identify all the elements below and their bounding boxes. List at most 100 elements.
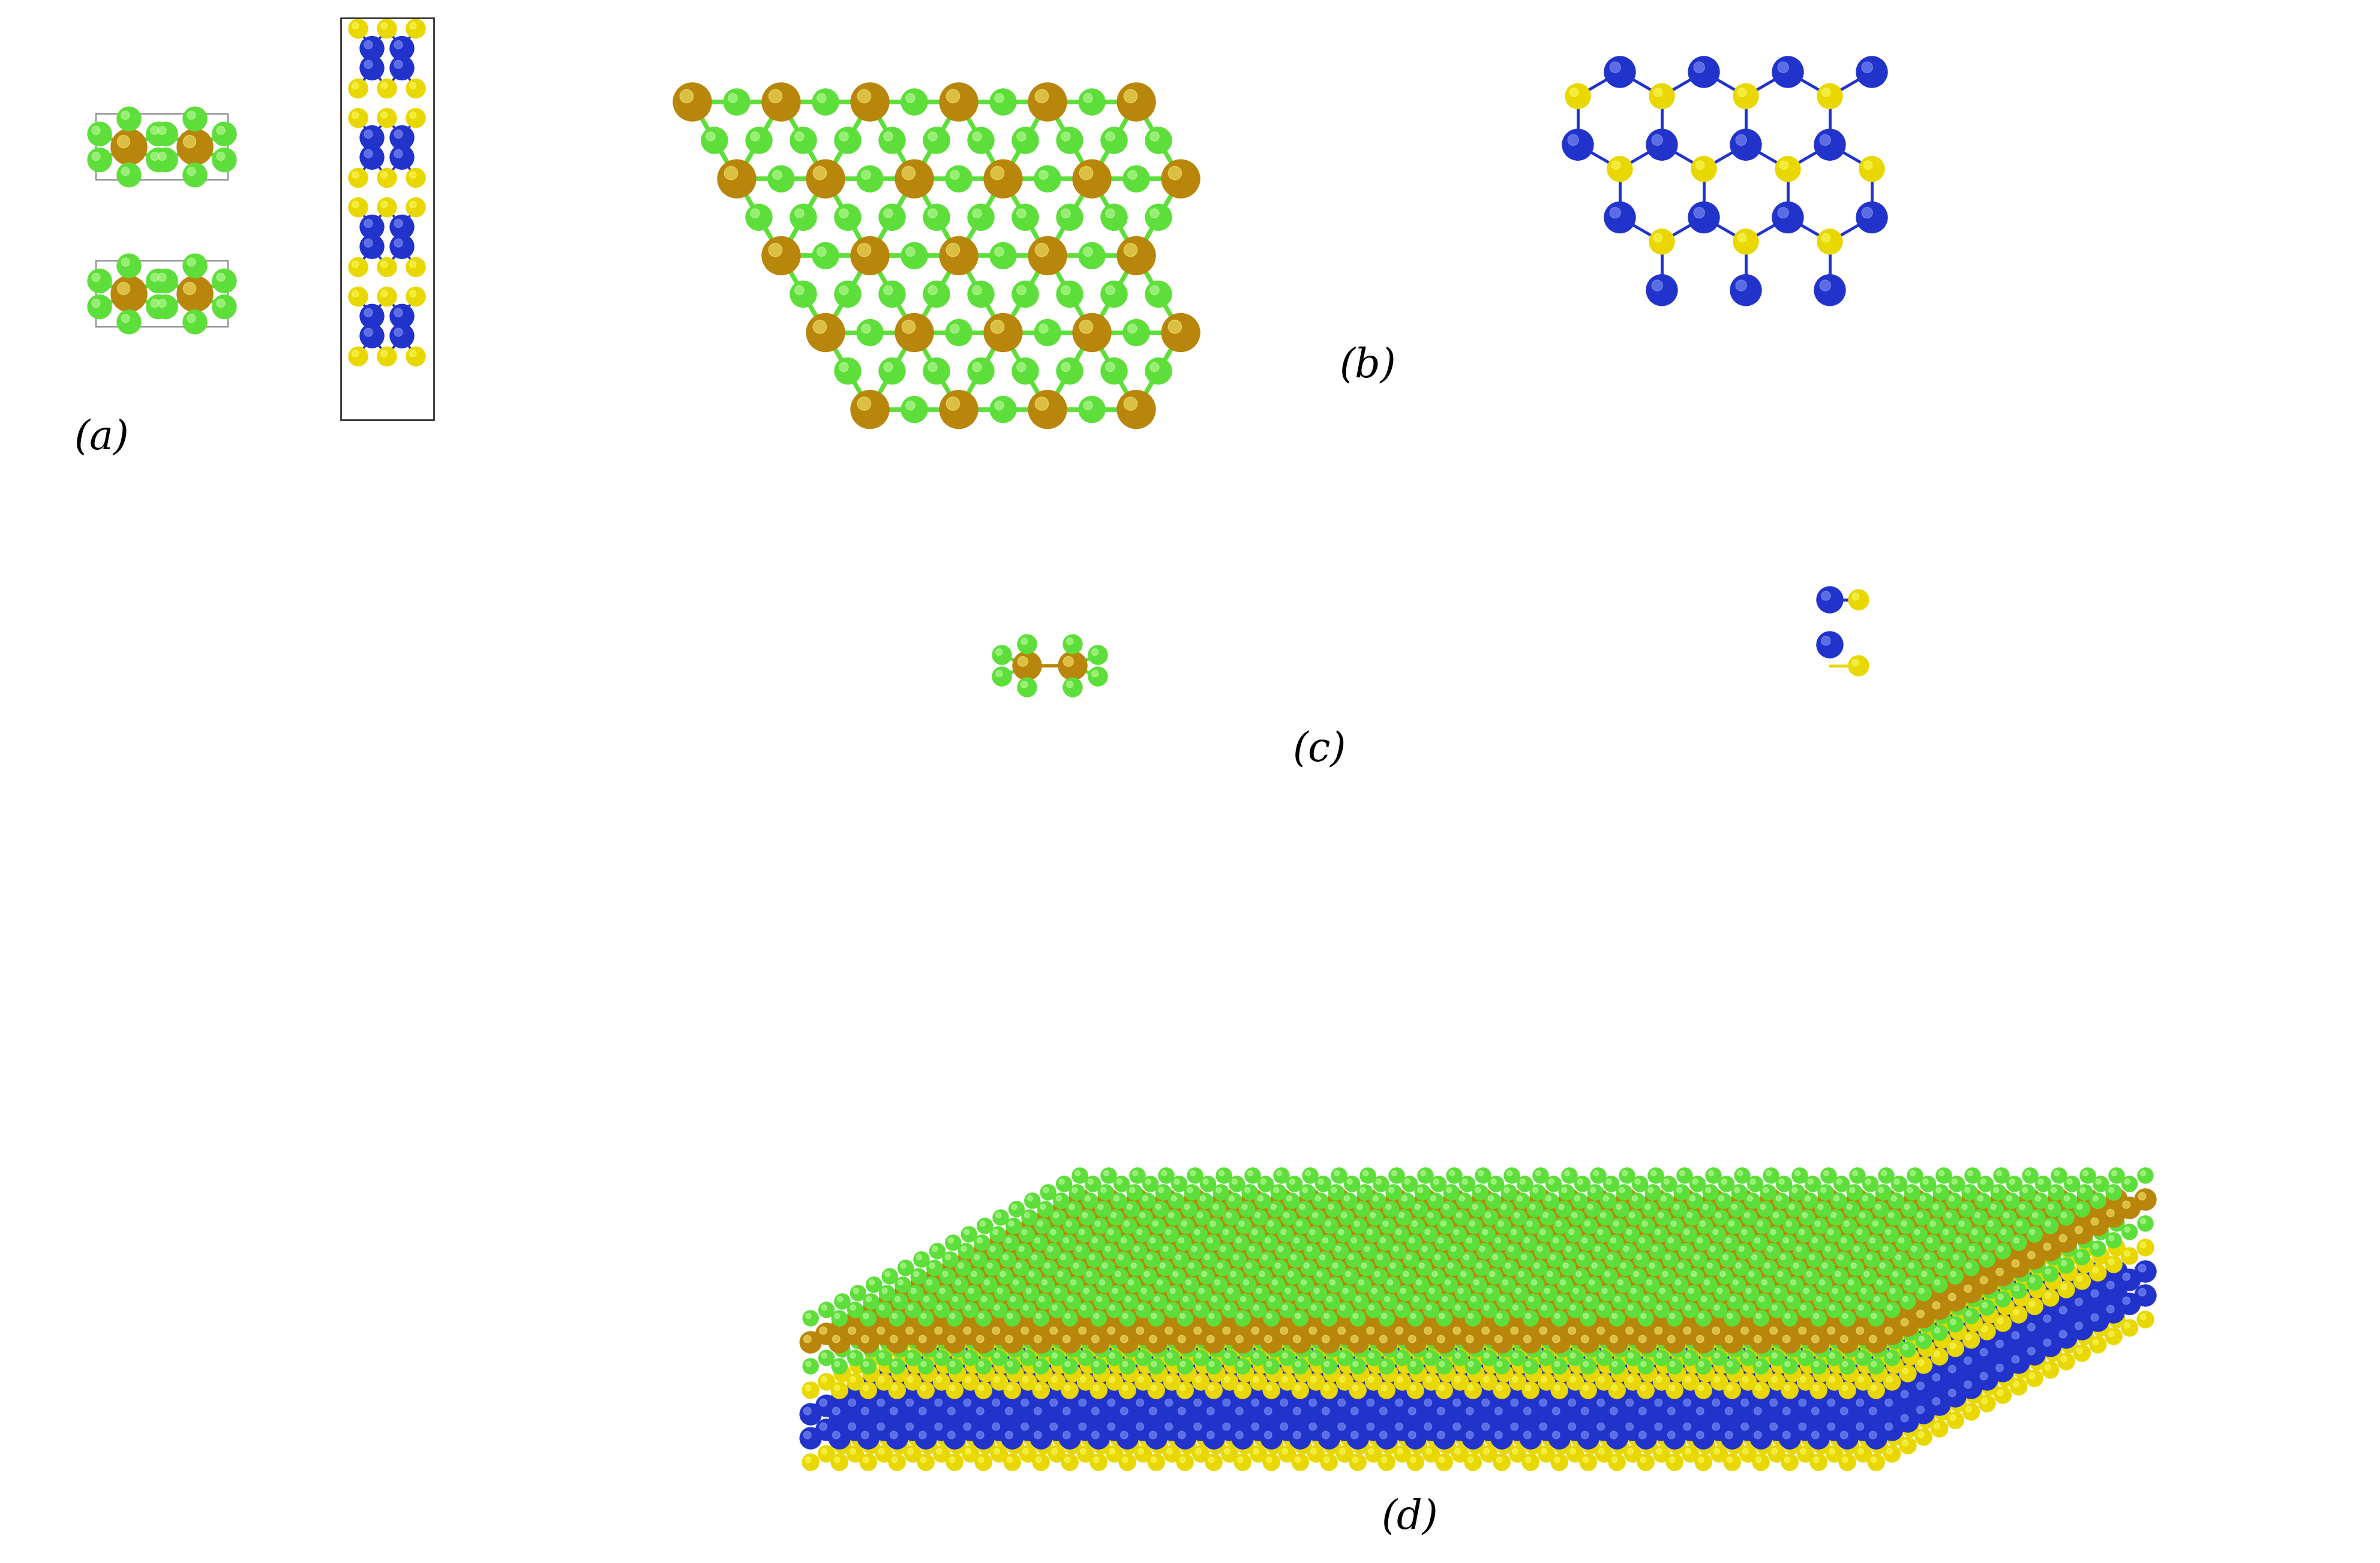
Circle shape xyxy=(1361,1314,1368,1319)
Circle shape xyxy=(1516,1411,1533,1429)
Circle shape xyxy=(1685,1286,1706,1308)
Circle shape xyxy=(1111,1411,1128,1429)
Circle shape xyxy=(1054,1339,1071,1357)
Circle shape xyxy=(1330,1330,1338,1336)
Circle shape xyxy=(1904,1302,1911,1310)
Circle shape xyxy=(1623,1369,1640,1386)
Circle shape xyxy=(1235,1407,1242,1415)
Circle shape xyxy=(1288,1297,1295,1305)
Circle shape xyxy=(1859,1385,1880,1407)
Circle shape xyxy=(1704,1380,1714,1388)
Circle shape xyxy=(1178,1238,1183,1243)
Circle shape xyxy=(1366,1399,1373,1407)
Circle shape xyxy=(971,1349,981,1357)
Circle shape xyxy=(1942,1354,1959,1369)
Circle shape xyxy=(1457,1336,1473,1354)
Circle shape xyxy=(945,1307,962,1324)
Circle shape xyxy=(1454,1330,1461,1338)
Circle shape xyxy=(1376,1277,1383,1285)
Circle shape xyxy=(1747,1336,1752,1341)
Circle shape xyxy=(1290,1307,1307,1324)
Circle shape xyxy=(1461,1200,1468,1208)
Circle shape xyxy=(1773,1293,1795,1314)
Circle shape xyxy=(1559,1189,1580,1210)
Circle shape xyxy=(1695,1411,1716,1432)
Circle shape xyxy=(1014,1264,1035,1286)
Circle shape xyxy=(1378,1255,1383,1260)
Circle shape xyxy=(1640,1361,1647,1366)
Circle shape xyxy=(1690,1324,1706,1339)
Circle shape xyxy=(1866,1332,1887,1354)
Circle shape xyxy=(1668,1369,1692,1391)
Circle shape xyxy=(1340,1264,1357,1282)
Circle shape xyxy=(1618,1357,1626,1364)
Circle shape xyxy=(1835,1272,1842,1280)
Circle shape xyxy=(1894,1302,1902,1308)
Circle shape xyxy=(2011,1311,2033,1333)
Circle shape xyxy=(1897,1355,1904,1363)
Circle shape xyxy=(1095,1344,1111,1361)
Circle shape xyxy=(1702,1189,1723,1210)
Circle shape xyxy=(2016,1293,2023,1299)
Circle shape xyxy=(1202,1404,1226,1425)
Circle shape xyxy=(1785,1339,1792,1346)
Circle shape xyxy=(1204,1311,1226,1333)
Circle shape xyxy=(1321,1361,1340,1379)
Circle shape xyxy=(1373,1319,1380,1325)
Circle shape xyxy=(909,1411,928,1429)
Circle shape xyxy=(1702,1322,1709,1330)
Circle shape xyxy=(1352,1297,1373,1319)
Circle shape xyxy=(1587,1329,1604,1344)
Circle shape xyxy=(1209,1293,1216,1299)
Circle shape xyxy=(1111,1432,1119,1438)
Circle shape xyxy=(1304,1243,1311,1247)
Circle shape xyxy=(1878,1360,1899,1382)
Circle shape xyxy=(1461,1250,1468,1257)
Circle shape xyxy=(1740,1402,1761,1424)
Circle shape xyxy=(1495,1358,1509,1374)
Circle shape xyxy=(1283,1307,1290,1314)
Circle shape xyxy=(1042,1404,1059,1421)
Circle shape xyxy=(1516,1369,1537,1390)
Circle shape xyxy=(1140,1336,1157,1354)
Circle shape xyxy=(1761,1285,1783,1307)
Circle shape xyxy=(1121,1335,1128,1343)
Circle shape xyxy=(1123,1249,1140,1264)
Circle shape xyxy=(1602,1432,1607,1438)
Circle shape xyxy=(1061,1239,1083,1261)
Circle shape xyxy=(976,1382,983,1386)
Circle shape xyxy=(1699,1293,1704,1299)
Circle shape xyxy=(1526,1297,1547,1319)
Circle shape xyxy=(1897,1235,1911,1250)
Circle shape xyxy=(1185,1336,1207,1358)
Circle shape xyxy=(838,1368,843,1374)
Circle shape xyxy=(1790,1352,1797,1357)
Circle shape xyxy=(1842,1297,1864,1319)
Circle shape xyxy=(1426,1354,1433,1358)
Circle shape xyxy=(1642,1368,1649,1374)
Circle shape xyxy=(973,1335,995,1357)
Circle shape xyxy=(1716,1285,1721,1289)
Circle shape xyxy=(1873,1377,1894,1399)
Circle shape xyxy=(1073,1364,1083,1372)
Circle shape xyxy=(1035,1313,1042,1319)
Circle shape xyxy=(1780,1335,1802,1357)
Circle shape xyxy=(1530,1275,1535,1282)
Circle shape xyxy=(1595,1230,1616,1252)
Circle shape xyxy=(1954,1311,1975,1333)
Circle shape xyxy=(1380,1294,1402,1316)
Circle shape xyxy=(1468,1457,1473,1463)
Circle shape xyxy=(1021,1229,1028,1235)
Circle shape xyxy=(1975,1272,1997,1294)
Circle shape xyxy=(1511,1229,1516,1235)
Circle shape xyxy=(1880,1243,1887,1247)
Circle shape xyxy=(1702,1354,1723,1375)
Circle shape xyxy=(1145,1227,1152,1232)
Circle shape xyxy=(1288,1300,1304,1316)
Circle shape xyxy=(1252,1310,1273,1332)
Circle shape xyxy=(1188,1247,1209,1269)
Circle shape xyxy=(1557,1421,1573,1436)
Circle shape xyxy=(1714,1289,1735,1311)
Circle shape xyxy=(1292,1382,1309,1399)
Circle shape xyxy=(1169,1264,1185,1282)
